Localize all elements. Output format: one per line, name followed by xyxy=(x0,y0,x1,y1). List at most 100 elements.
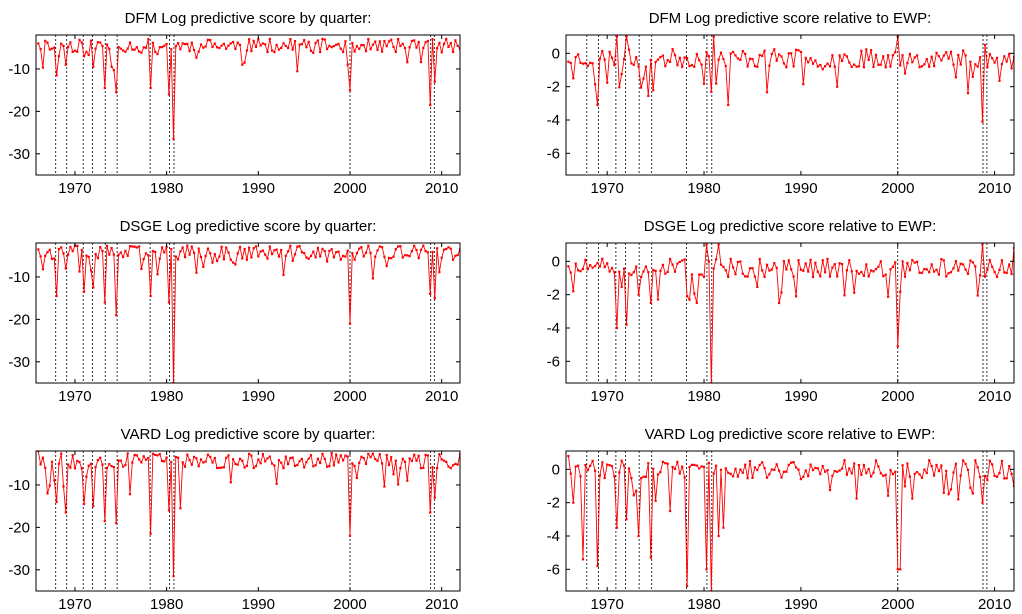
data-point xyxy=(101,249,104,253)
data-point xyxy=(126,254,129,257)
data-point xyxy=(227,44,230,47)
data-point xyxy=(671,263,674,266)
data-point xyxy=(339,454,342,457)
data-point xyxy=(802,269,805,272)
data-point xyxy=(850,65,853,68)
data-point xyxy=(227,454,230,457)
data-point xyxy=(797,468,800,471)
data-point xyxy=(188,459,191,462)
data-point xyxy=(756,65,759,68)
data-point xyxy=(935,268,938,271)
data-point xyxy=(342,254,345,257)
data-point xyxy=(248,38,251,41)
data-point xyxy=(671,465,674,469)
data-point xyxy=(981,243,984,246)
data-point xyxy=(753,275,756,278)
data-point xyxy=(1010,472,1013,476)
data-point xyxy=(649,301,652,305)
data-point xyxy=(695,464,698,467)
data-point xyxy=(753,65,756,68)
data-point xyxy=(722,57,725,61)
data-point xyxy=(746,65,749,68)
data-point xyxy=(337,461,340,464)
data-point xyxy=(67,45,70,49)
data-point xyxy=(383,39,386,43)
data-point xyxy=(124,464,127,467)
data-point xyxy=(364,50,368,53)
data-point xyxy=(454,462,457,465)
data-point xyxy=(431,38,434,41)
data-point xyxy=(613,64,616,67)
data-point xyxy=(222,42,225,45)
data-point xyxy=(183,43,187,46)
data-point xyxy=(656,58,660,61)
data-point xyxy=(874,268,878,271)
data-point xyxy=(729,52,732,55)
data-point xyxy=(37,451,40,453)
data-point xyxy=(452,50,455,54)
data-point xyxy=(860,473,863,476)
data-point xyxy=(656,473,660,476)
data-point xyxy=(744,275,747,278)
data-point xyxy=(300,457,303,461)
data-point xyxy=(574,262,577,265)
data-point xyxy=(167,509,170,512)
data-point xyxy=(712,35,715,38)
data-point xyxy=(664,462,667,465)
data-point xyxy=(179,507,182,510)
data-point xyxy=(156,53,159,56)
data-point xyxy=(188,253,191,256)
data-point xyxy=(291,456,294,459)
data-point xyxy=(986,268,989,271)
data-point xyxy=(807,475,810,478)
data-point xyxy=(426,454,429,457)
data-point xyxy=(569,271,572,274)
data-point xyxy=(261,453,264,456)
data-point xyxy=(257,458,260,461)
data-point xyxy=(935,51,938,54)
data-point xyxy=(124,50,127,53)
data-point xyxy=(328,465,331,468)
data-point xyxy=(397,37,400,41)
data-point xyxy=(243,61,246,64)
data-point xyxy=(358,247,361,250)
data-point xyxy=(417,40,420,44)
data-point xyxy=(572,290,575,293)
data-point xyxy=(581,558,585,561)
y-tick-label: -4 xyxy=(547,320,560,337)
data-point xyxy=(57,462,60,465)
y-tick-label: 0 xyxy=(552,45,560,62)
data-point xyxy=(983,43,986,47)
data-point xyxy=(782,260,785,263)
data-point xyxy=(112,466,115,469)
data-point xyxy=(445,460,448,463)
data-point xyxy=(581,62,585,65)
data-point xyxy=(147,456,150,460)
data-point xyxy=(149,532,152,535)
data-point xyxy=(845,55,848,58)
data-point xyxy=(415,46,418,49)
data-point xyxy=(1003,477,1006,480)
data-point xyxy=(273,51,276,54)
data-point xyxy=(85,50,88,53)
data-point xyxy=(209,39,212,42)
data-point xyxy=(424,453,427,456)
data-point xyxy=(676,262,679,265)
data-point xyxy=(364,462,368,465)
data-point xyxy=(122,465,125,468)
data-point xyxy=(664,272,667,275)
data-point xyxy=(620,73,623,76)
data-point xyxy=(181,246,184,249)
data-point xyxy=(280,46,283,49)
data-point xyxy=(627,467,631,470)
data-point xyxy=(729,257,732,260)
data-point xyxy=(105,466,109,470)
data-point xyxy=(971,261,974,264)
data-point xyxy=(608,464,611,467)
data-point xyxy=(323,250,326,253)
data-point xyxy=(330,452,333,455)
data-point xyxy=(877,63,880,66)
data-point xyxy=(323,457,326,461)
data-point xyxy=(879,472,882,475)
data-point xyxy=(158,257,161,260)
